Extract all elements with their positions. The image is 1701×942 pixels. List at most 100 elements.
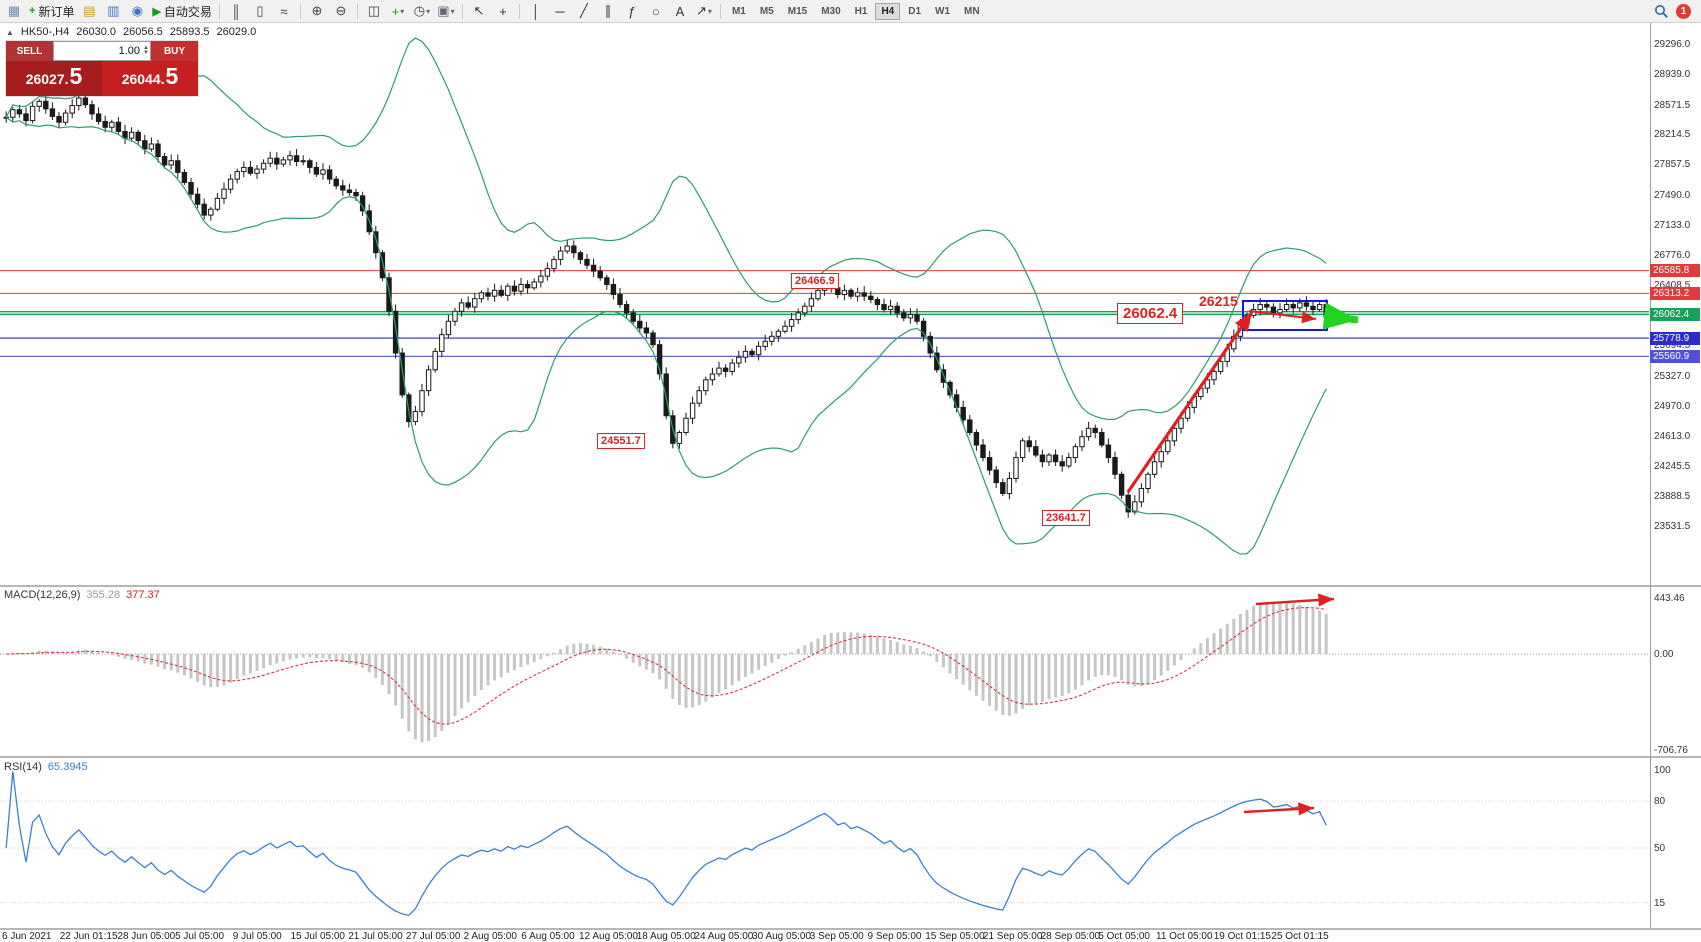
candle-body xyxy=(868,295,874,301)
timeframe-w1-button[interactable]: W1 xyxy=(935,5,951,17)
candle-body xyxy=(300,160,306,163)
navigator-icon-glyph: ◉ xyxy=(131,3,144,18)
volume-input[interactable]: 1.00 ▲ ▼ xyxy=(53,41,151,61)
swing-high-label[interactable]: 26466.9 xyxy=(791,273,839,289)
timeframe-d1-button[interactable]: D1 xyxy=(908,5,922,17)
candle-body xyxy=(538,275,544,283)
timeframe-h4-button[interactable]: H4 xyxy=(875,2,901,20)
timeframe-m1-button[interactable]: M1 xyxy=(731,5,746,17)
trend-up-arrow[interactable] xyxy=(1126,311,1254,493)
level-label[interactable]: 26062.4 xyxy=(1117,303,1184,324)
candle-body xyxy=(808,298,815,307)
candle-body xyxy=(1171,427,1178,442)
candle-body xyxy=(293,155,300,163)
candle-body xyxy=(881,304,887,311)
equidistant-channel-icon[interactable]: ∥ xyxy=(597,2,619,20)
timeframe-mn-button[interactable]: MN xyxy=(964,5,980,17)
candle-body xyxy=(23,113,29,122)
trendline-icon[interactable]: ╱ xyxy=(573,2,595,20)
candle-body xyxy=(1046,454,1052,463)
indicators-icon[interactable]: + ▾ xyxy=(387,2,409,20)
sell-button[interactable]: SELL xyxy=(6,41,53,61)
timeframe-m5-button[interactable]: M5 xyxy=(759,5,774,17)
candle-body xyxy=(168,160,174,166)
candle-body xyxy=(1257,304,1263,311)
sell-price-main: 26027. xyxy=(25,71,69,87)
chart-window-icon[interactable]: ▦ xyxy=(3,2,25,20)
zoom-in-icon[interactable]: ⊕ xyxy=(306,2,328,20)
candle-body xyxy=(742,350,749,358)
tile-windows-icon[interactable]: ◫ xyxy=(363,2,385,20)
volume-up-button[interactable]: ▲ xyxy=(143,45,149,51)
macd-histogram xyxy=(11,602,1328,743)
data-window-icon[interactable]: ▥ xyxy=(102,2,124,20)
target-label[interactable]: 26215 xyxy=(1199,293,1238,309)
timeframe-m15-button[interactable]: M15 xyxy=(787,5,808,17)
fibonacci-icon[interactable]: ƒ xyxy=(621,2,643,20)
candle-body xyxy=(1125,494,1131,513)
candle-body xyxy=(920,320,927,337)
swing-low-label[interactable]: 23641.7 xyxy=(1042,510,1090,526)
panel-separator[interactable] xyxy=(0,585,1701,587)
rsi-indicator-label[interactable]: RSI(14) 65.3945 xyxy=(4,761,88,773)
periods-icon[interactable]: ◷ ▾ xyxy=(411,2,433,20)
shapes-icon[interactable]: ○ xyxy=(645,2,667,20)
line-chart-icon[interactable]: ≈ xyxy=(273,2,295,20)
candle-body xyxy=(29,105,36,122)
panel-separator[interactable] xyxy=(0,756,1701,758)
search-icon[interactable] xyxy=(1654,4,1669,19)
macd-indicator-label[interactable]: MACD(12,26,9) 355.28 377.37 xyxy=(4,589,160,601)
price-axis-label: 26776.0 xyxy=(1654,249,1691,261)
cursor-icon[interactable]: ↖ xyxy=(468,2,490,20)
volume-down-button[interactable]: ▼ xyxy=(143,50,149,56)
candle-body xyxy=(736,356,742,364)
navigator-icon[interactable]: ◉ xyxy=(126,2,148,20)
candle-body xyxy=(1277,309,1283,314)
autotrading-button[interactable]: ▶ 自动交易 xyxy=(150,2,213,20)
templates-icon[interactable]: ▣ ▾ xyxy=(435,2,457,20)
panel-separator[interactable] xyxy=(0,928,1701,930)
arrows-icon-glyph: ↗ xyxy=(695,3,707,18)
swing-low-label[interactable]: 24551.7 xyxy=(597,433,645,449)
notification-badge[interactable]: 1 xyxy=(1676,3,1691,19)
crosshair-icon[interactable]: + xyxy=(492,2,514,20)
ohlc-low: 25893.5 xyxy=(169,26,210,38)
price-axis-label: 24245.5 xyxy=(1654,461,1691,473)
candle-body xyxy=(755,345,762,356)
sell-price[interactable]: 26027. 5 xyxy=(6,61,102,96)
candle-body xyxy=(1059,461,1065,467)
candle-body xyxy=(313,166,320,175)
horizontal-line-icon[interactable]: ─ xyxy=(549,2,571,20)
buy-button[interactable]: BUY xyxy=(151,41,198,61)
buy-price[interactable]: 26044. 5 xyxy=(102,61,198,96)
templates-icon-glyph: ▣ xyxy=(437,3,450,18)
consolidation-arrow[interactable] xyxy=(1248,310,1317,324)
text-icon[interactable]: A xyxy=(669,2,691,20)
horizontal-line-icon-glyph: ─ xyxy=(555,3,565,19)
periods-icon-glyph: ◷ xyxy=(413,3,426,18)
candle-body xyxy=(947,381,953,396)
green-momentum-arrow[interactable] xyxy=(1322,302,1359,330)
price-axis-label: 24613.0 xyxy=(1654,430,1691,442)
macd-trend-arrow[interactable] xyxy=(1255,593,1335,607)
candlestick-chart-icon[interactable]: ▯ xyxy=(249,2,271,20)
zoom-out-icon[interactable]: ⊖ xyxy=(330,2,352,20)
time-axis-label: 2 Aug 05:00 xyxy=(463,931,517,942)
new-order-button[interactable]: + 新订单 xyxy=(27,2,76,20)
time-axis-label: 25 Oct 01:15 xyxy=(1271,931,1329,942)
arrows-icon[interactable]: ↗ ▾ xyxy=(693,2,715,20)
macd-axis-label: 443.46 xyxy=(1654,593,1685,604)
vertical-line-icon[interactable]: │ xyxy=(525,2,547,20)
marketwatch-icon[interactable]: ▤ xyxy=(78,2,100,20)
candle-body xyxy=(729,362,735,372)
candle-body xyxy=(617,294,623,306)
time-axis-label: 11 Oct 05:00 xyxy=(1156,931,1213,942)
candle-body xyxy=(1066,457,1072,467)
timeframe-h1-button[interactable]: H1 xyxy=(854,5,868,17)
timeframe-m30-button[interactable]: M30 xyxy=(821,5,841,17)
candlestick-chart-icon-glyph: ▯ xyxy=(256,3,264,18)
rsi-trend-arrow[interactable] xyxy=(1243,802,1315,816)
bar-chart-icon[interactable]: ║ xyxy=(225,2,247,20)
candle-body xyxy=(782,325,788,332)
